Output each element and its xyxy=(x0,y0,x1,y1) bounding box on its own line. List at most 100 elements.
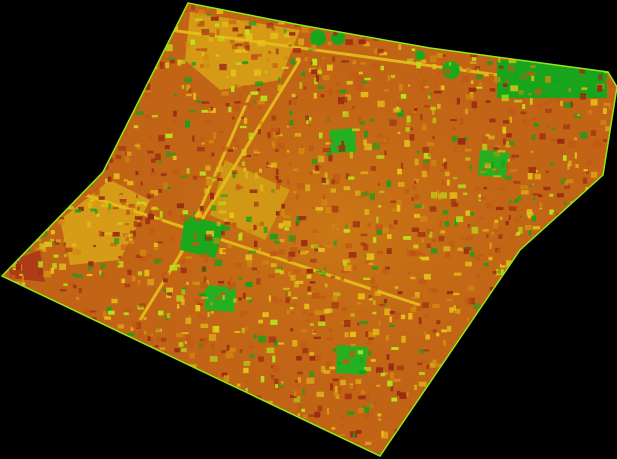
texture-cell xyxy=(366,253,375,260)
texture-cell xyxy=(302,348,309,354)
texture-cell xyxy=(377,48,384,54)
texture-cell xyxy=(440,230,445,234)
texture-cell xyxy=(245,29,250,35)
texture-cell xyxy=(341,269,350,274)
texture-cell xyxy=(133,230,136,237)
texture-cell xyxy=(376,384,381,387)
texture-cell xyxy=(574,152,577,159)
texture-cell xyxy=(255,395,262,399)
texture-cell xyxy=(445,251,450,258)
texture-cell xyxy=(295,57,301,62)
texture-cell xyxy=(197,303,203,306)
texture-cell xyxy=(213,132,217,140)
texture-cell xyxy=(258,247,261,252)
texture-cell xyxy=(331,427,336,430)
texture-cell xyxy=(156,336,161,343)
texture-cell xyxy=(245,33,253,40)
texture-cell xyxy=(228,215,234,222)
texture-cell xyxy=(78,288,83,293)
texture-cell xyxy=(363,42,370,47)
texture-cell xyxy=(507,158,510,162)
texture-cell xyxy=(196,99,202,103)
texture-cell xyxy=(489,242,492,249)
texture-cell xyxy=(137,205,140,211)
texture-cell xyxy=(531,183,535,186)
texture-cell xyxy=(235,263,242,268)
texture-cell xyxy=(489,88,496,92)
texture-cell xyxy=(432,136,435,140)
texture-cell xyxy=(243,102,249,106)
circle-park-d xyxy=(415,50,425,60)
texture-cell xyxy=(336,228,339,231)
texture-cell xyxy=(198,293,206,297)
texture-cell xyxy=(245,282,253,287)
texture-cell xyxy=(313,336,321,339)
texture-cell xyxy=(323,194,326,200)
texture-cell xyxy=(381,431,388,439)
texture-cell xyxy=(375,453,384,456)
texture-cell xyxy=(492,168,496,171)
texture-cell xyxy=(173,119,176,125)
texture-cell xyxy=(294,133,302,137)
texture-cell xyxy=(340,424,345,428)
texture-cell xyxy=(262,312,269,318)
texture-cell xyxy=(345,243,353,249)
texture-cell xyxy=(200,323,209,328)
texture-cell xyxy=(466,93,474,100)
texture-cell xyxy=(481,136,488,143)
texture-cell xyxy=(308,313,314,317)
texture-cell xyxy=(538,194,543,198)
texture-cell xyxy=(207,312,210,317)
texture-cell xyxy=(389,119,397,126)
texture-cell xyxy=(309,355,316,361)
texture-cell xyxy=(112,207,119,210)
texture-cell xyxy=(357,322,360,326)
texture-cell xyxy=(315,165,320,171)
texture-cell xyxy=(39,243,44,249)
texture-cell xyxy=(456,97,460,105)
texture-cell xyxy=(232,27,239,32)
texture-cell xyxy=(277,84,283,91)
texture-cell xyxy=(278,266,283,269)
texture-cell xyxy=(387,380,393,387)
texture-cell xyxy=(139,256,147,262)
texture-cell xyxy=(365,331,369,338)
texture-cell xyxy=(376,216,379,223)
texture-cell xyxy=(420,114,423,120)
texture-cell xyxy=(158,159,162,165)
texture-cell xyxy=(342,111,349,118)
texture-cell xyxy=(407,272,411,275)
texture-cell xyxy=(247,260,253,267)
texture-cell xyxy=(83,309,92,317)
texture-cell xyxy=(101,272,104,276)
texture-cell xyxy=(360,233,368,237)
texture-cell xyxy=(459,237,468,240)
texture-cell xyxy=(377,100,385,108)
texture-cell xyxy=(528,214,531,219)
texture-cell xyxy=(506,260,512,267)
texture-cell xyxy=(301,240,308,247)
texture-cell xyxy=(396,102,401,107)
texture-cell xyxy=(327,64,333,71)
texture-cell xyxy=(262,259,269,265)
texture-cell xyxy=(285,292,289,295)
texture-cell xyxy=(345,39,353,45)
texture-cell xyxy=(211,205,217,211)
texture-cell xyxy=(328,88,333,96)
texture-cell xyxy=(291,93,296,98)
texture-cell xyxy=(343,320,351,327)
texture-cell xyxy=(288,291,291,297)
texture-cell xyxy=(225,352,234,359)
texture-cell xyxy=(308,145,314,152)
texture-cell xyxy=(180,267,187,274)
texture-cell xyxy=(258,319,264,324)
texture-cell xyxy=(377,205,382,208)
texture-cell xyxy=(389,310,396,315)
texture-cell xyxy=(343,96,348,103)
texture-cell xyxy=(216,165,223,173)
texture-cell xyxy=(257,88,261,91)
texture-cell xyxy=(476,86,483,89)
texture-cell xyxy=(408,313,413,320)
texture-cell xyxy=(201,101,210,104)
texture-cell xyxy=(42,245,47,252)
